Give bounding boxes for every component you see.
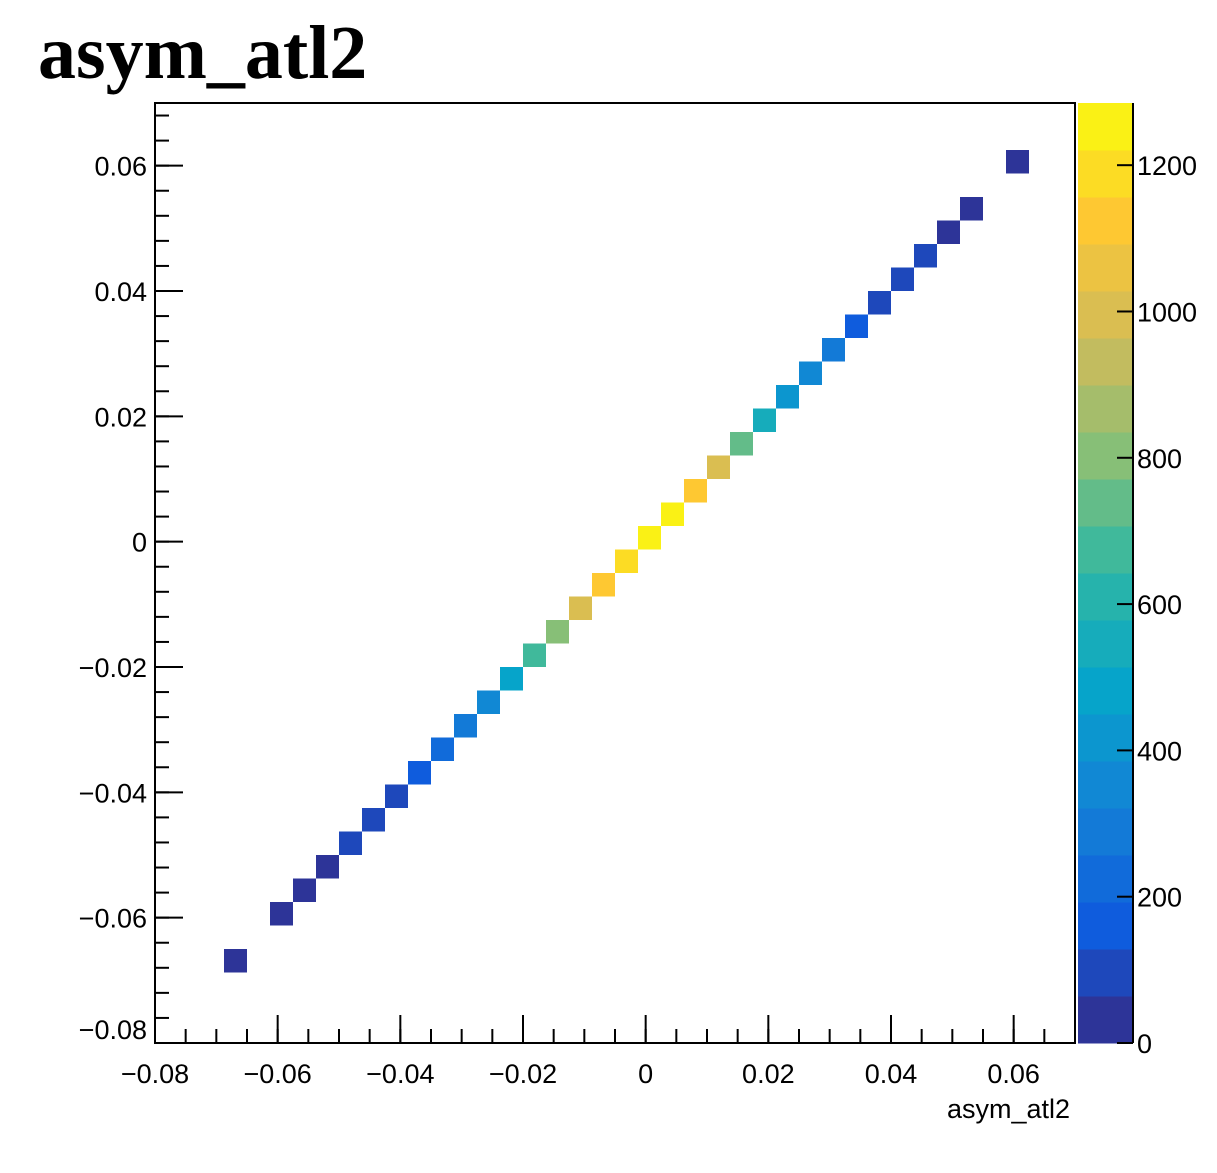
cell xyxy=(385,784,408,808)
color-band xyxy=(1078,479,1133,527)
color-band xyxy=(1078,620,1133,668)
cell xyxy=(638,526,661,550)
cell xyxy=(960,197,983,221)
x-tick-label: 0.06 xyxy=(987,1059,1040,1089)
cell xyxy=(500,667,523,691)
y-tick-label: −0.02 xyxy=(79,653,147,683)
cell xyxy=(615,549,638,573)
cell xyxy=(408,761,431,785)
color-band xyxy=(1078,761,1133,809)
color-band xyxy=(1078,385,1133,433)
x-tick-label: −0.02 xyxy=(489,1059,557,1089)
cell xyxy=(270,902,293,926)
cell xyxy=(477,690,500,714)
color-band xyxy=(1078,714,1133,762)
cell xyxy=(431,737,454,761)
color-band xyxy=(1078,526,1133,574)
z-tick-label: 1200 xyxy=(1137,151,1197,181)
y-tick-label: −0.04 xyxy=(79,778,147,808)
color-band xyxy=(1078,996,1133,1044)
z-tick-label: 400 xyxy=(1137,736,1182,766)
cell xyxy=(293,878,316,902)
cell xyxy=(684,479,707,503)
cell xyxy=(339,831,362,855)
cell xyxy=(362,808,385,832)
y-tick-label: 0.02 xyxy=(94,402,147,432)
cell xyxy=(523,643,546,667)
z-tick-label: 1000 xyxy=(1137,297,1197,327)
color-band xyxy=(1078,338,1133,386)
cell xyxy=(776,385,799,409)
cell xyxy=(891,267,914,291)
cell xyxy=(753,408,776,432)
x-axis-label: asym_atl2 xyxy=(947,1094,1070,1124)
x-tick-label: 0 xyxy=(638,1059,653,1089)
cell xyxy=(937,220,960,244)
x-tick-label: 0.02 xyxy=(742,1059,795,1089)
cell xyxy=(546,620,569,644)
cell xyxy=(569,596,592,620)
cell xyxy=(707,455,730,479)
chart-title: asym_atl2 xyxy=(38,11,367,95)
cell xyxy=(868,291,891,315)
color-band xyxy=(1078,244,1133,292)
z-tick-label: 600 xyxy=(1137,590,1182,620)
cell xyxy=(592,573,615,597)
color-band xyxy=(1078,150,1133,198)
cell xyxy=(316,855,339,879)
cell xyxy=(224,949,247,973)
y-tick-label: 0.04 xyxy=(94,277,147,307)
cell xyxy=(822,338,845,362)
y-tick-label: 0 xyxy=(132,528,147,558)
cell xyxy=(1006,150,1029,174)
color-band xyxy=(1078,291,1133,339)
color-band xyxy=(1078,667,1133,715)
cell xyxy=(799,361,822,385)
x-tick-label: −0.04 xyxy=(366,1059,434,1089)
y-tick-label: −0.08 xyxy=(79,1015,147,1045)
x-tick-label: −0.08 xyxy=(121,1059,189,1089)
color-band xyxy=(1078,197,1133,245)
y-tick-label: 0.06 xyxy=(94,152,147,182)
cell xyxy=(845,314,868,338)
y-tick-label: −0.06 xyxy=(79,904,147,934)
z-tick-label: 0 xyxy=(1137,1029,1152,1059)
color-band xyxy=(1078,902,1133,950)
cell xyxy=(454,714,477,738)
color-band xyxy=(1078,855,1133,903)
z-tick-label: 200 xyxy=(1137,883,1182,913)
x-tick-label: −0.06 xyxy=(244,1059,312,1089)
color-band xyxy=(1078,949,1133,997)
color-band xyxy=(1078,573,1133,621)
cell xyxy=(661,502,684,526)
color-band xyxy=(1078,808,1133,856)
cell xyxy=(914,244,937,268)
x-tick-label: 0.04 xyxy=(865,1059,918,1089)
cell xyxy=(730,432,753,456)
color-band xyxy=(1078,103,1133,151)
z-tick-label: 800 xyxy=(1137,444,1182,474)
color-band xyxy=(1078,432,1133,480)
